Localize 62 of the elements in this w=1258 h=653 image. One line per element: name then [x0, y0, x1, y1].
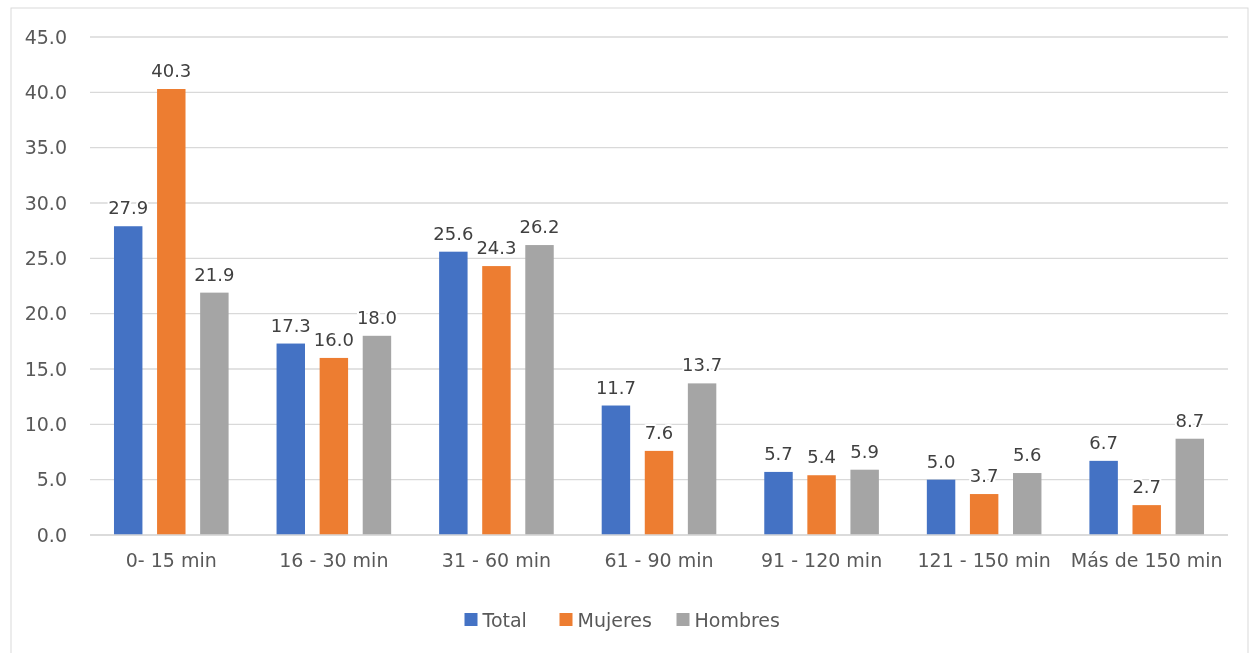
bar: [644, 450, 674, 535]
bar: [276, 343, 305, 535]
legend-label: Hombres: [694, 608, 780, 631]
data-label: 25.6: [433, 222, 474, 244]
data-label: 6.7: [1089, 431, 1118, 453]
data-label: 17.3: [270, 314, 311, 336]
data-label: 8.7: [1175, 409, 1205, 431]
data-label: 16.0: [313, 328, 354, 350]
data-label: 5.0: [926, 450, 956, 472]
x-tick-label: 0- 15 min: [125, 549, 217, 571]
data-label: 24.3: [476, 237, 517, 259]
data-label: 2.7: [1132, 476, 1162, 498]
data-label: 5.4: [807, 446, 836, 468]
bar: [113, 226, 143, 535]
y-tick-label: 45.0: [24, 25, 67, 48]
bar: [969, 494, 999, 535]
data-label: 18.0: [356, 306, 397, 328]
bar: [1089, 460, 1118, 535]
bar: [601, 405, 631, 535]
y-tick-label: 30.0: [24, 191, 67, 214]
data-label: 21.9: [194, 263, 235, 285]
y-tick-label: 15.0: [24, 357, 67, 380]
data-label: 5.7: [764, 442, 793, 464]
y-tick-label: 20.0: [24, 302, 67, 325]
data-label: 26.2: [519, 216, 560, 238]
legend-label: Total: [481, 608, 527, 631]
data-label: 27.9: [108, 197, 149, 219]
x-tick-label: 16 - 30 min: [279, 549, 389, 571]
y-tick-label: 0.0: [36, 523, 67, 546]
x-tick-label: Más de 150 min: [1070, 549, 1223, 571]
bar: [687, 383, 717, 535]
legend-label: Mujeres: [577, 608, 652, 631]
x-tick-label: 31 - 60 min: [441, 549, 552, 571]
bar: [850, 469, 879, 535]
bar: [1013, 473, 1042, 535]
data-label: 3.7: [969, 465, 999, 487]
data-label: 7.6: [644, 421, 674, 443]
bar: [1132, 505, 1161, 535]
data-label: 5.6: [1012, 444, 1042, 466]
bar: [439, 251, 468, 535]
bar: [807, 475, 836, 535]
bar: [764, 471, 793, 535]
bar: [926, 479, 956, 535]
y-tick-label: 25.0: [24, 246, 67, 269]
data-label: 5.9: [850, 440, 879, 462]
data-label: 11.7: [595, 376, 636, 398]
bar: [525, 245, 554, 535]
data-label: 40.3: [151, 60, 192, 82]
y-tick-label: 40.0: [24, 80, 67, 103]
x-tick-label: 121 - 150 min: [917, 549, 1051, 571]
bar: [157, 89, 186, 535]
y-tick-label: 5.0: [36, 468, 67, 491]
y-tick-label: 35.0: [24, 136, 67, 159]
data-label: 13.7: [682, 354, 723, 376]
y-tick-label: 10.0: [24, 412, 67, 435]
bar: [1175, 438, 1205, 535]
bar: [482, 266, 511, 535]
bar: [200, 292, 229, 535]
x-tick-label: 91 - 120 min: [760, 549, 883, 571]
bar: [319, 357, 349, 535]
x-tick-label: 61 - 90 min: [604, 549, 714, 571]
bar: [362, 335, 392, 535]
